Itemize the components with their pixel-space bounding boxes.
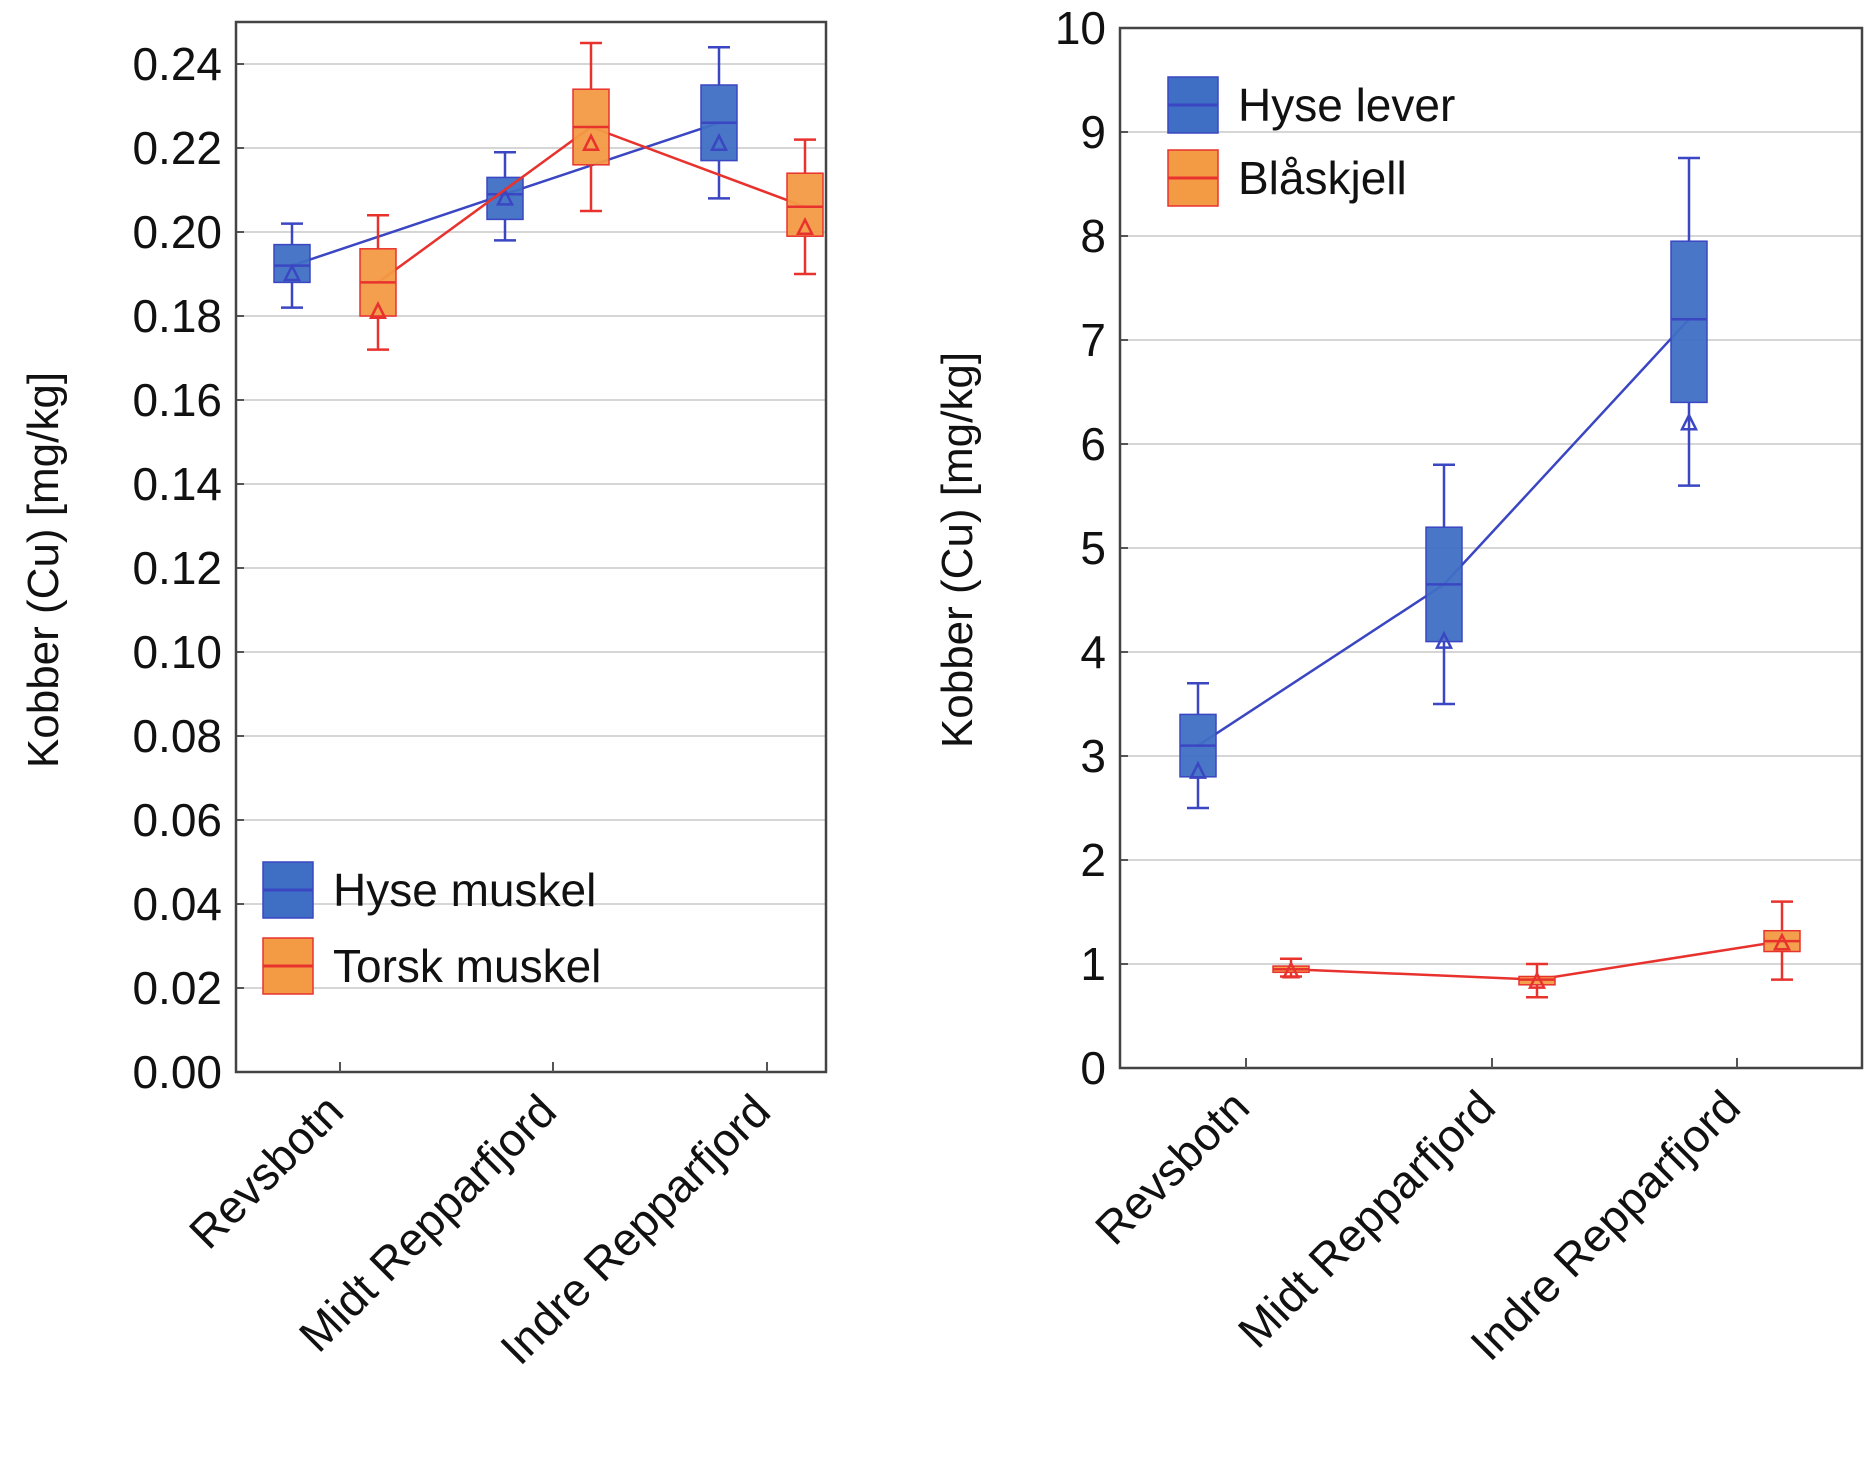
y-tick-label: 0.12 bbox=[132, 542, 222, 594]
y-tick-label: 0.10 bbox=[132, 626, 222, 678]
mean-marker bbox=[368, 301, 388, 320]
mean-marker bbox=[1434, 630, 1454, 649]
x-category-label: Midt Repparfjord bbox=[1228, 1080, 1505, 1357]
mean-marker bbox=[1281, 960, 1301, 979]
y-tick-label: 5 bbox=[1080, 522, 1106, 574]
y-tick-label: 10 bbox=[1055, 2, 1106, 54]
y-tick-label: 7 bbox=[1080, 314, 1106, 366]
y-tick-label: 0.04 bbox=[132, 878, 222, 930]
mean-marker bbox=[581, 133, 601, 152]
y-tick-label: 8 bbox=[1080, 210, 1106, 262]
mean-marker bbox=[1188, 760, 1208, 779]
mean-marker bbox=[795, 217, 815, 236]
y-axis-title: Kobber (Cu) [mg/kg] bbox=[19, 372, 68, 768]
y-tick-label: 0.14 bbox=[132, 458, 222, 510]
y-tick-label: 0.20 bbox=[132, 206, 222, 258]
mean-marker bbox=[495, 187, 515, 206]
y-tick-label: 0.22 bbox=[132, 122, 222, 174]
y-tick-label: 0.18 bbox=[132, 290, 222, 342]
mean-marker bbox=[709, 133, 729, 152]
y-tick-label: 0.24 bbox=[132, 38, 222, 90]
plot-area bbox=[236, 22, 826, 1072]
y-tick-label: 0.08 bbox=[132, 710, 222, 762]
legend-label: Blåskjell bbox=[1238, 152, 1407, 204]
mean-marker bbox=[1679, 412, 1699, 431]
left-chart-panel: 0.00 0.02 0.04 0.06 0.08 0.10 0.12 0.14 0.16 0.18… bbox=[19, 20, 828, 1374]
x-category-label: Indre Repparfjord bbox=[1460, 1080, 1750, 1370]
box bbox=[1670, 240, 1708, 404]
y-tick-label: 3 bbox=[1080, 730, 1106, 782]
box bbox=[786, 172, 824, 237]
mean-marker bbox=[1527, 970, 1547, 989]
y-tick-label: 0.00 bbox=[132, 1046, 222, 1098]
mean-marker bbox=[1772, 932, 1792, 951]
legend-label: Hyse lever bbox=[1238, 79, 1455, 131]
mean-marker bbox=[282, 263, 302, 282]
y-tick-label: 0 bbox=[1080, 1042, 1106, 1094]
y-tick-label: 9 bbox=[1080, 106, 1106, 158]
plot-frame bbox=[234, 20, 828, 1074]
y-axis-title: Kobber (Cu) [mg/kg] bbox=[933, 352, 982, 748]
y-tick-label: 0.06 bbox=[132, 794, 222, 846]
legend-label: Hyse muskel bbox=[333, 864, 596, 916]
y-tick-label: 0.02 bbox=[132, 962, 222, 1014]
y-tick-label: 4 bbox=[1080, 626, 1106, 678]
y-tick-label: 1 bbox=[1080, 938, 1106, 990]
legend-label: Torsk muskel bbox=[333, 940, 601, 992]
y-tick-label: 0.16 bbox=[132, 374, 222, 426]
x-category-label: Revsbotn bbox=[179, 1084, 353, 1258]
x-category-label: Revsbotn bbox=[1085, 1080, 1259, 1254]
y-tick-label: 2 bbox=[1080, 834, 1106, 886]
y-tick-label: 6 bbox=[1080, 418, 1106, 470]
